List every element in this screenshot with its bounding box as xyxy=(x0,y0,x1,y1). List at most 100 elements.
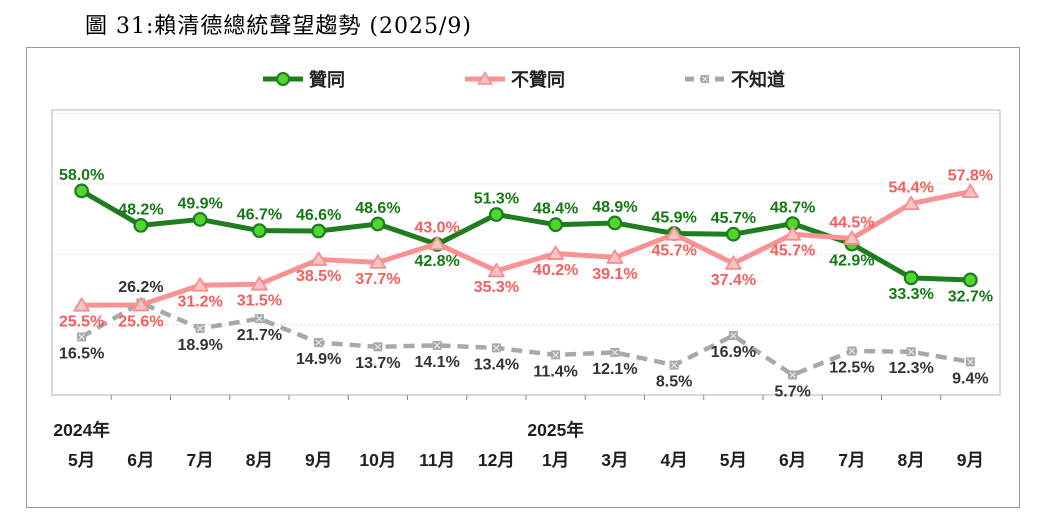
approve-point-5 xyxy=(370,216,386,232)
disapprove-label-3: 31.5% xyxy=(237,293,282,310)
x-label-1: 6月 xyxy=(127,450,154,470)
approve-point-2 xyxy=(192,212,208,227)
approve-label-10: 45.9% xyxy=(651,210,696,227)
figure-title: 圖 31:賴清德總統聲望趨勢 (2025/9) xyxy=(85,14,472,39)
unknown-label-14: 12.3% xyxy=(888,360,933,377)
approve-label-15: 32.7% xyxy=(948,288,993,305)
unknown-label-4: 14.9% xyxy=(296,351,341,368)
disapprove-label-6: 43.0% xyxy=(414,220,459,237)
disapprove-label-10: 45.7% xyxy=(651,243,696,260)
legend-item-disapprove: 不贊同 xyxy=(463,66,565,92)
chart-panel: 贊同 不贊同 不知道 xyxy=(26,47,1020,508)
unknown-square-marker-icon xyxy=(685,75,725,83)
x-label-2: 7月 xyxy=(187,450,214,470)
disapprove-label-8: 40.2% xyxy=(533,262,578,279)
unknown-point-cross-15 xyxy=(967,358,974,366)
approve-label-3: 46.7% xyxy=(237,207,282,224)
disapprove-triangle-marker-icon xyxy=(465,70,505,85)
x-label-9: 3月 xyxy=(601,450,628,470)
disapprove-label-7: 35.3% xyxy=(474,279,519,296)
approve-point-14 xyxy=(903,270,919,286)
year-label-0: 2024年 xyxy=(53,420,110,440)
disapprove-label-5: 37.7% xyxy=(355,271,400,288)
x-label-5: 10月 xyxy=(359,450,396,470)
unknown-label-1: 26.2% xyxy=(118,279,163,296)
unknown-point-cross-6 xyxy=(433,342,441,349)
unknown-label-9: 12.1% xyxy=(592,361,637,378)
x-label-11: 5月 xyxy=(720,450,747,470)
disapprove-point-14 xyxy=(902,195,920,210)
disapprove-point-6 xyxy=(428,235,446,251)
disapprove-label-4: 38.5% xyxy=(296,268,341,285)
unknown-label-7: 13.4% xyxy=(474,356,519,373)
disapprove-point-9 xyxy=(606,249,624,264)
x-label-3: 8月 xyxy=(246,450,273,470)
disapprove-label-0: 25.5% xyxy=(59,314,104,331)
x-label-6: 11月 xyxy=(419,450,455,470)
approve-point-1 xyxy=(133,218,149,233)
approve-label-7: 51.3% xyxy=(474,191,519,208)
legend-item-approve: 贊同 xyxy=(261,66,345,92)
approve-point-15 xyxy=(962,272,978,288)
disapprove-point-12 xyxy=(784,226,802,241)
unknown-label-6: 14.1% xyxy=(414,354,459,371)
disapprove-point-1 xyxy=(132,297,150,312)
unknown-point-cross-0 xyxy=(78,333,85,341)
disapprove-point-8 xyxy=(547,245,565,260)
x-label-14: 8月 xyxy=(898,450,925,470)
disapprove-label-12: 45.7% xyxy=(770,243,815,260)
x-label-8: 1月 xyxy=(542,450,569,470)
unknown-point-cross-11 xyxy=(730,332,737,339)
unknown-label-15: 9.4% xyxy=(952,370,988,387)
disapprove-label-1: 25.6% xyxy=(118,313,163,330)
disapprove-point-0 xyxy=(73,297,91,312)
approve-label-1: 48.2% xyxy=(118,201,163,218)
x-label-0: 5月 xyxy=(68,450,95,470)
x-label-4: 9月 xyxy=(305,450,332,470)
unknown-label-10: 8.5% xyxy=(656,373,692,390)
unknown-line xyxy=(80,300,971,378)
unknown-point-cross-8 xyxy=(552,351,559,359)
x-label-7: 12月 xyxy=(478,450,515,470)
unknown-label-8: 11.4% xyxy=(533,363,577,380)
unknown-label-13: 12.5% xyxy=(829,359,874,376)
unknown-label-0: 16.5% xyxy=(59,345,104,362)
unknown-label-12: 5.7% xyxy=(774,383,810,400)
approve-label-6: 42.8% xyxy=(414,253,459,270)
unknown-point-cross-9 xyxy=(611,349,619,356)
legend-label-approve: 贊同 xyxy=(309,70,345,90)
disapprove-label-13: 44.5% xyxy=(829,214,874,231)
unknown-point-cross-13 xyxy=(848,347,856,355)
legend-label-unknown: 不知道 xyxy=(731,70,785,90)
approve-label-14: 33.3% xyxy=(888,286,933,303)
disapprove-point-15 xyxy=(961,183,979,199)
disapprove-label-14: 54.4% xyxy=(888,180,933,197)
disapprove-point-11 xyxy=(724,255,742,270)
approve-point-9 xyxy=(607,215,623,231)
unknown-label-3: 21.7% xyxy=(237,327,282,344)
unknown-point-cross-3 xyxy=(256,315,263,322)
disapprove-point-5 xyxy=(369,254,387,269)
disapprove-point-3 xyxy=(250,276,268,291)
approve-label-4: 46.6% xyxy=(296,207,341,224)
unknown-label-11: 16.9% xyxy=(711,344,756,361)
x-label-15: 9月 xyxy=(957,450,984,470)
approve-point-7 xyxy=(488,207,504,222)
unknown-point-cross-10 xyxy=(670,361,678,369)
approve-label-8: 48.4% xyxy=(533,201,578,218)
approve-label-9: 48.9% xyxy=(592,199,637,216)
legend-label-disapprove: 不贊同 xyxy=(511,70,565,90)
disapprove-point-2 xyxy=(191,277,209,292)
legend-item-unknown: 不知道 xyxy=(683,66,785,92)
unknown-point-cross-2 xyxy=(196,325,204,332)
unknown-point-cross-12 xyxy=(789,371,796,379)
x-label-10: 4月 xyxy=(661,450,688,470)
approve-label-5: 48.6% xyxy=(355,200,400,217)
approve-label-12: 48.7% xyxy=(770,200,815,217)
unknown-point-cross-14 xyxy=(907,348,915,355)
approve-point-0 xyxy=(74,183,90,199)
approve-circle-marker-icon xyxy=(263,72,303,86)
unknown-point-cross-4 xyxy=(315,339,322,346)
